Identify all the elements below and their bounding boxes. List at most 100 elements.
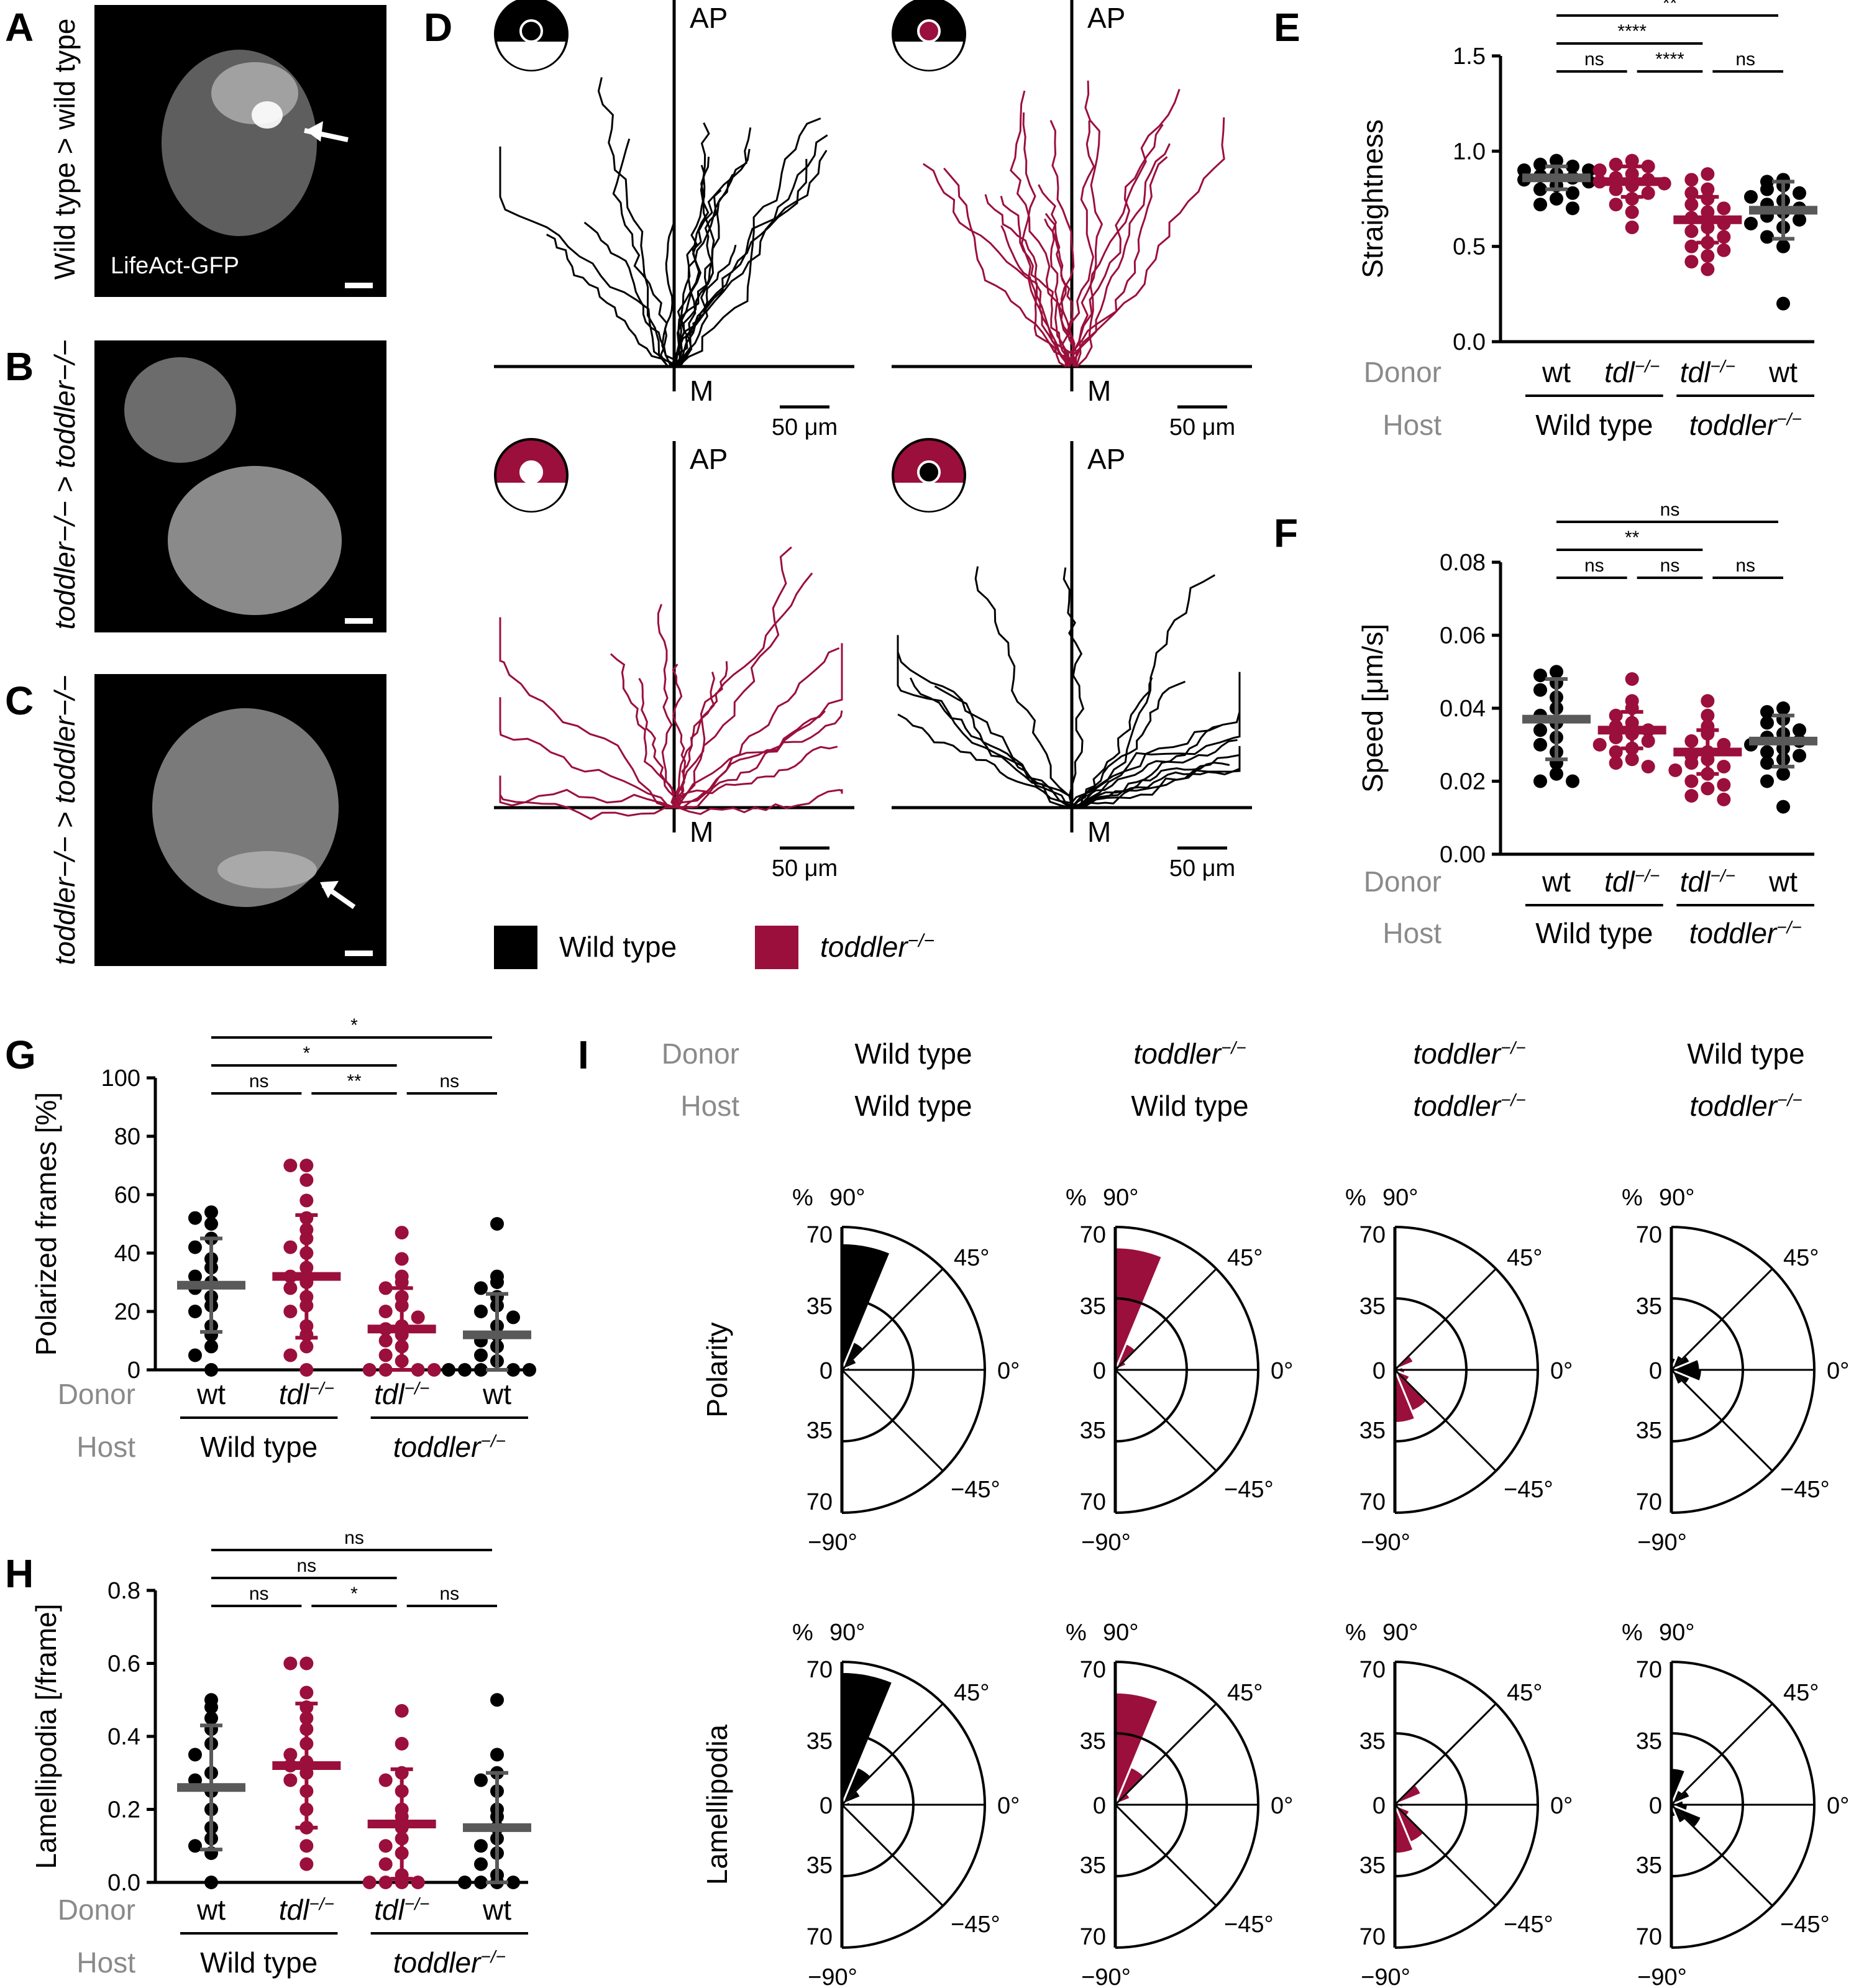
- donor-row-label: Donor: [1364, 356, 1441, 388]
- donor-label: wt: [196, 1894, 226, 1926]
- rose-radial-label: 70: [1636, 1657, 1662, 1683]
- panel-label-b: B: [5, 344, 34, 389]
- track-label-m: M: [690, 375, 713, 407]
- rose-radial-label: 70: [1636, 1489, 1662, 1515]
- y-tick-label: 80: [114, 1124, 140, 1150]
- host-row-label: Host: [76, 1431, 135, 1463]
- significance-label: ns: [1584, 49, 1604, 70]
- rose-angle-90: 90°: [1103, 1185, 1138, 1211]
- cell-track: [1000, 196, 1069, 367]
- embryo-schematic-icon: [892, 0, 966, 71]
- data-point: [1684, 756, 1699, 770]
- data-point: [1684, 173, 1699, 187]
- y-axis-label: Lamellipodia [/frame]: [30, 1604, 62, 1869]
- data-point: [1684, 255, 1699, 269]
- data-point: [378, 1773, 393, 1787]
- cell-track: [672, 173, 734, 368]
- rose-radial-label: 70: [1080, 1222, 1106, 1248]
- rose-radial-label: 70: [806, 1222, 833, 1248]
- side-label-b: toddler−/− > toddler−/−: [48, 340, 81, 630]
- data-point: [1668, 763, 1683, 777]
- rose-angle-90: 90°: [1382, 1185, 1418, 1211]
- cell-track: [922, 163, 1075, 367]
- rose-spoke: [1394, 1268, 1497, 1371]
- track-legend: Wild type toddler−/−: [494, 926, 934, 969]
- cell-track: [546, 234, 678, 368]
- rose-radial-label: 0: [1093, 1793, 1106, 1819]
- host-label-wild-type: Wild type: [1535, 409, 1653, 441]
- cell-track: [583, 221, 678, 367]
- donor-row-label: Donor: [1364, 865, 1441, 898]
- significance-label: ns: [1735, 49, 1755, 70]
- rose-radial-label: 35: [806, 1293, 833, 1320]
- embryo-schematic-icon: [892, 438, 966, 513]
- significance-label: ns: [1584, 555, 1604, 576]
- donor-label: tdl−/−: [1604, 356, 1660, 388]
- cell-track: [675, 122, 710, 367]
- data-point: [1533, 198, 1547, 212]
- data-point: [299, 1685, 314, 1700]
- rose-angle-0: 0°: [1550, 1793, 1573, 1819]
- data-point: [1684, 239, 1699, 253]
- rose-radial-label: 0: [820, 1793, 833, 1819]
- data-point: [1760, 756, 1774, 770]
- data-point: [1592, 737, 1607, 752]
- y-tick-label: 0.5: [1453, 234, 1486, 260]
- significance-label: ns: [1735, 555, 1755, 576]
- data-point: [1609, 198, 1623, 212]
- data-point: [1760, 230, 1774, 244]
- rose-angle-45: 45°: [954, 1245, 989, 1271]
- rose-spoke: [1670, 1703, 1773, 1806]
- rose-percent-label: %: [1622, 1185, 1643, 1211]
- significance-label: **: [347, 1071, 362, 1092]
- rose-angle-neg45: −45°: [1780, 1477, 1830, 1503]
- data-point: [1609, 157, 1623, 171]
- embryo-schematic-icon: [494, 438, 569, 513]
- y-tick-label: 0.8: [107, 1578, 140, 1604]
- significance-label: *: [350, 1015, 358, 1036]
- rose-radial-label: 70: [1359, 1924, 1386, 1950]
- y-tick-label: 0.4: [107, 1724, 140, 1750]
- donor-label: wt: [482, 1894, 511, 1926]
- data-point: [474, 1363, 488, 1377]
- rose-plot-polarity-4: % 90° 45° 0° −45° −90° 70 35 0 35 70: [1622, 1185, 1849, 1556]
- rose-spoke: [1394, 1703, 1497, 1806]
- data-point: [204, 1217, 218, 1231]
- y-tick-label: 1.0: [1453, 139, 1486, 165]
- data-point: [188, 1211, 202, 1225]
- panel-label-d: D: [424, 5, 452, 50]
- cell-track: [1044, 218, 1078, 367]
- rose-plots: Wild type Wild type toddler−/− Wild type tod…: [701, 1037, 1849, 1988]
- cell-track: [1076, 124, 1164, 368]
- y-tick-label: 1.5: [1453, 43, 1486, 70]
- track-label-m: M: [690, 816, 713, 848]
- data-point: [411, 1363, 425, 1377]
- rose-percent-label: %: [1066, 1185, 1087, 1211]
- side-label-c: toddler−/− > toddler−/−: [48, 675, 81, 965]
- host-row-label: Host: [1382, 917, 1441, 949]
- rose-plot-polarity-3: % 90° 45° 0° −45° −90° 70 35 0 35 70: [1345, 1185, 1573, 1556]
- data-point: [1744, 189, 1758, 204]
- panel-a: A LifeAct-GFP Wild type > wild type: [5, 5, 386, 297]
- rose-angle-neg90: −90°: [1081, 1530, 1131, 1556]
- y-tick-label: 0.06: [1440, 623, 1486, 649]
- cell-track: [897, 642, 1073, 808]
- rose-radial-label: 0: [1373, 1358, 1386, 1384]
- rose-radial-label: 70: [1636, 1222, 1662, 1248]
- data-point: [490, 1275, 504, 1289]
- y-axis-label: Straightness: [1356, 119, 1389, 278]
- data-point: [1684, 198, 1699, 212]
- data-point: [188, 1348, 202, 1362]
- data-point: [1793, 212, 1806, 227]
- rose-angle-neg90: −90°: [808, 1530, 857, 1556]
- data-point: [283, 1281, 298, 1295]
- lifeact-label: LifeAct-GFP: [111, 253, 239, 279]
- rose-radial-label: 35: [806, 1728, 833, 1754]
- rose-radial-label: 70: [1080, 1924, 1106, 1950]
- data-point: [1701, 694, 1715, 708]
- cell-track: [943, 167, 1071, 367]
- rose-angle-90: 90°: [829, 1185, 865, 1211]
- rose-angle-neg45: −45°: [1504, 1912, 1553, 1938]
- data-point: [1609, 756, 1623, 770]
- panel-i: I Donor Host Wild type Wild type toddler−/…: [578, 1033, 1849, 1988]
